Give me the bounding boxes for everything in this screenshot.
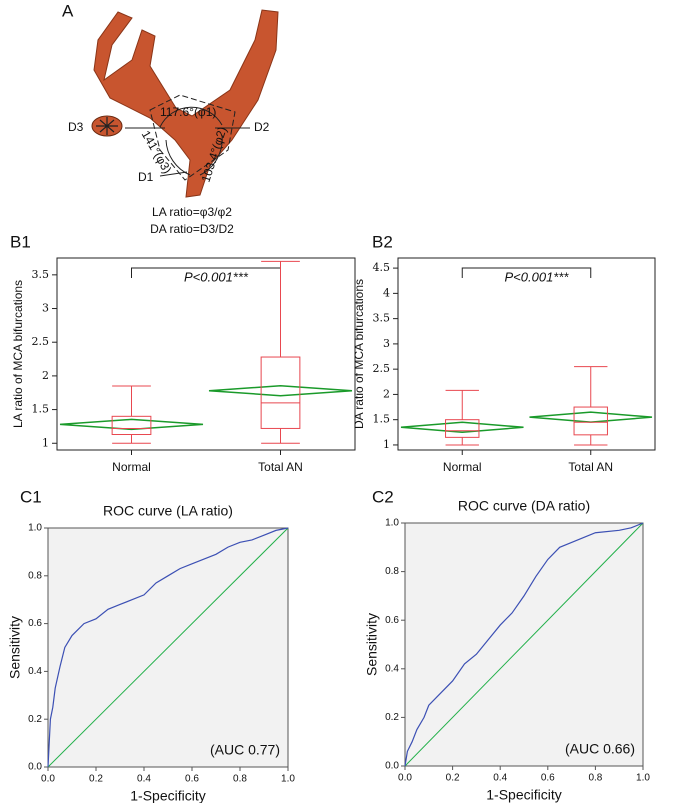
y-tick-label: 0.2 bbox=[385, 712, 399, 723]
annotation: P<0.001*** bbox=[184, 269, 249, 284]
angle-arcs bbox=[159, 106, 223, 176]
y-tick-label: 0.4 bbox=[28, 666, 42, 677]
mean-diamond bbox=[529, 411, 653, 423]
x-tick-label: 1.0 bbox=[281, 774, 295, 785]
x-tick-label: 0.8 bbox=[233, 774, 247, 785]
cross-section-marks bbox=[96, 117, 118, 135]
y-tick-label: 1.5 bbox=[32, 403, 50, 416]
y-tick-label: 2.5 bbox=[32, 335, 50, 348]
y-tick-label: 1.0 bbox=[28, 523, 42, 534]
box bbox=[260, 356, 301, 429]
roc-curve bbox=[404, 522, 644, 767]
y-axis-label: Sensitivity bbox=[364, 613, 380, 676]
y-tick-label: 1 bbox=[383, 438, 390, 451]
x-axis-label: 1-Specificity bbox=[130, 788, 205, 803]
y-tick-label: 0.6 bbox=[28, 618, 42, 629]
x-axis-label: 1-Specificity bbox=[486, 787, 561, 803]
annotation: P<0.001*** bbox=[505, 269, 570, 284]
y-tick-label: 2 bbox=[383, 387, 390, 400]
y-tick-label: 2 bbox=[42, 369, 49, 382]
y-tick-label: 1.5 bbox=[373, 413, 391, 426]
panel-label: B2 bbox=[372, 232, 393, 251]
p-bracket bbox=[461, 267, 592, 278]
box bbox=[445, 419, 480, 438]
x-tick-label: 0.6 bbox=[185, 774, 199, 785]
y-tick-label: 0.2 bbox=[28, 714, 42, 725]
y-tick-label: 1 bbox=[42, 436, 49, 449]
y-tick-label: 0.4 bbox=[385, 663, 399, 674]
x-tick-label: 0.8 bbox=[588, 773, 602, 784]
y-tick-label: 0.6 bbox=[385, 615, 399, 626]
roc-curve bbox=[47, 527, 289, 768]
formula: DA ratio=D3/D2 bbox=[150, 222, 234, 236]
arrow-d1 bbox=[159, 171, 188, 177]
d-label: D3 bbox=[68, 120, 84, 134]
annotation: (AUC 0.66) bbox=[565, 741, 635, 757]
x-tick-label: Total AN bbox=[258, 460, 303, 474]
panel-label: C2 bbox=[372, 487, 394, 506]
y-tick-label: 3 bbox=[42, 302, 49, 315]
panel-label: A bbox=[62, 1, 74, 20]
x-tick-label: 0.4 bbox=[493, 773, 507, 784]
panel-label: B1 bbox=[10, 232, 31, 251]
x-tick-label: 0.2 bbox=[446, 773, 460, 784]
y-tick-label: 0.8 bbox=[28, 570, 42, 581]
y-tick-label: 0.8 bbox=[385, 566, 399, 577]
formula: LA ratio=φ3/φ2 bbox=[152, 205, 232, 219]
vessel bbox=[93, 9, 279, 198]
mean-diamond bbox=[59, 418, 204, 431]
y-tick-label: 0.0 bbox=[385, 761, 399, 772]
x-tick-label: Normal bbox=[443, 460, 482, 474]
x-tick-label: 0.0 bbox=[41, 774, 55, 785]
y-axis-label: LA ratio of MCA bifurcations bbox=[11, 280, 25, 428]
y-tick-label: 4 bbox=[383, 286, 390, 299]
annotation: (AUC 0.77) bbox=[210, 742, 280, 758]
y-tick-label: 0.0 bbox=[28, 762, 42, 773]
y-tick-label: 3.5 bbox=[32, 268, 50, 281]
d-label: D2 bbox=[254, 120, 270, 134]
panel-label: C1 bbox=[20, 487, 42, 506]
y-tick-label: 3 bbox=[383, 337, 390, 350]
x-tick-label: 0.0 bbox=[398, 773, 412, 784]
y-axis-label: DA ratio of MCA bifurcations bbox=[352, 279, 366, 429]
plot-frame bbox=[397, 257, 656, 451]
chart-title: ROC curve (DA ratio) bbox=[458, 498, 590, 514]
mean-diamond bbox=[400, 421, 524, 434]
panel-a: A 117.6°(φ1) 141°(φ3) 103.4°(φ2) D2 D3 D… bbox=[62, 1, 279, 236]
angle-label: 117.6°(φ1) bbox=[160, 105, 216, 119]
x-tick-label: 0.6 bbox=[541, 773, 555, 784]
y-tick-label: 4.5 bbox=[373, 261, 391, 274]
bifurcation-outline bbox=[149, 94, 236, 181]
plot-frame bbox=[56, 257, 356, 451]
x-tick-label: 0.2 bbox=[89, 774, 103, 785]
box bbox=[573, 406, 608, 436]
reference-line bbox=[47, 527, 289, 768]
mean-diamond bbox=[208, 384, 353, 397]
box bbox=[111, 415, 152, 436]
x-tick-label: 0.4 bbox=[137, 774, 151, 785]
chart-title: ROC curve (LA ratio) bbox=[103, 503, 233, 519]
y-tick-label: 2.5 bbox=[373, 362, 391, 375]
x-tick-label: Normal bbox=[112, 460, 151, 474]
y-tick-label: 1.0 bbox=[385, 518, 399, 529]
x-tick-label: 1.0 bbox=[636, 773, 650, 784]
reference-line bbox=[404, 522, 644, 767]
x-tick-label: Total AN bbox=[568, 460, 613, 474]
y-axis-label: Sensitivity bbox=[7, 616, 23, 679]
d-label: D1 bbox=[138, 170, 154, 184]
y-tick-label: 3.5 bbox=[373, 312, 391, 325]
